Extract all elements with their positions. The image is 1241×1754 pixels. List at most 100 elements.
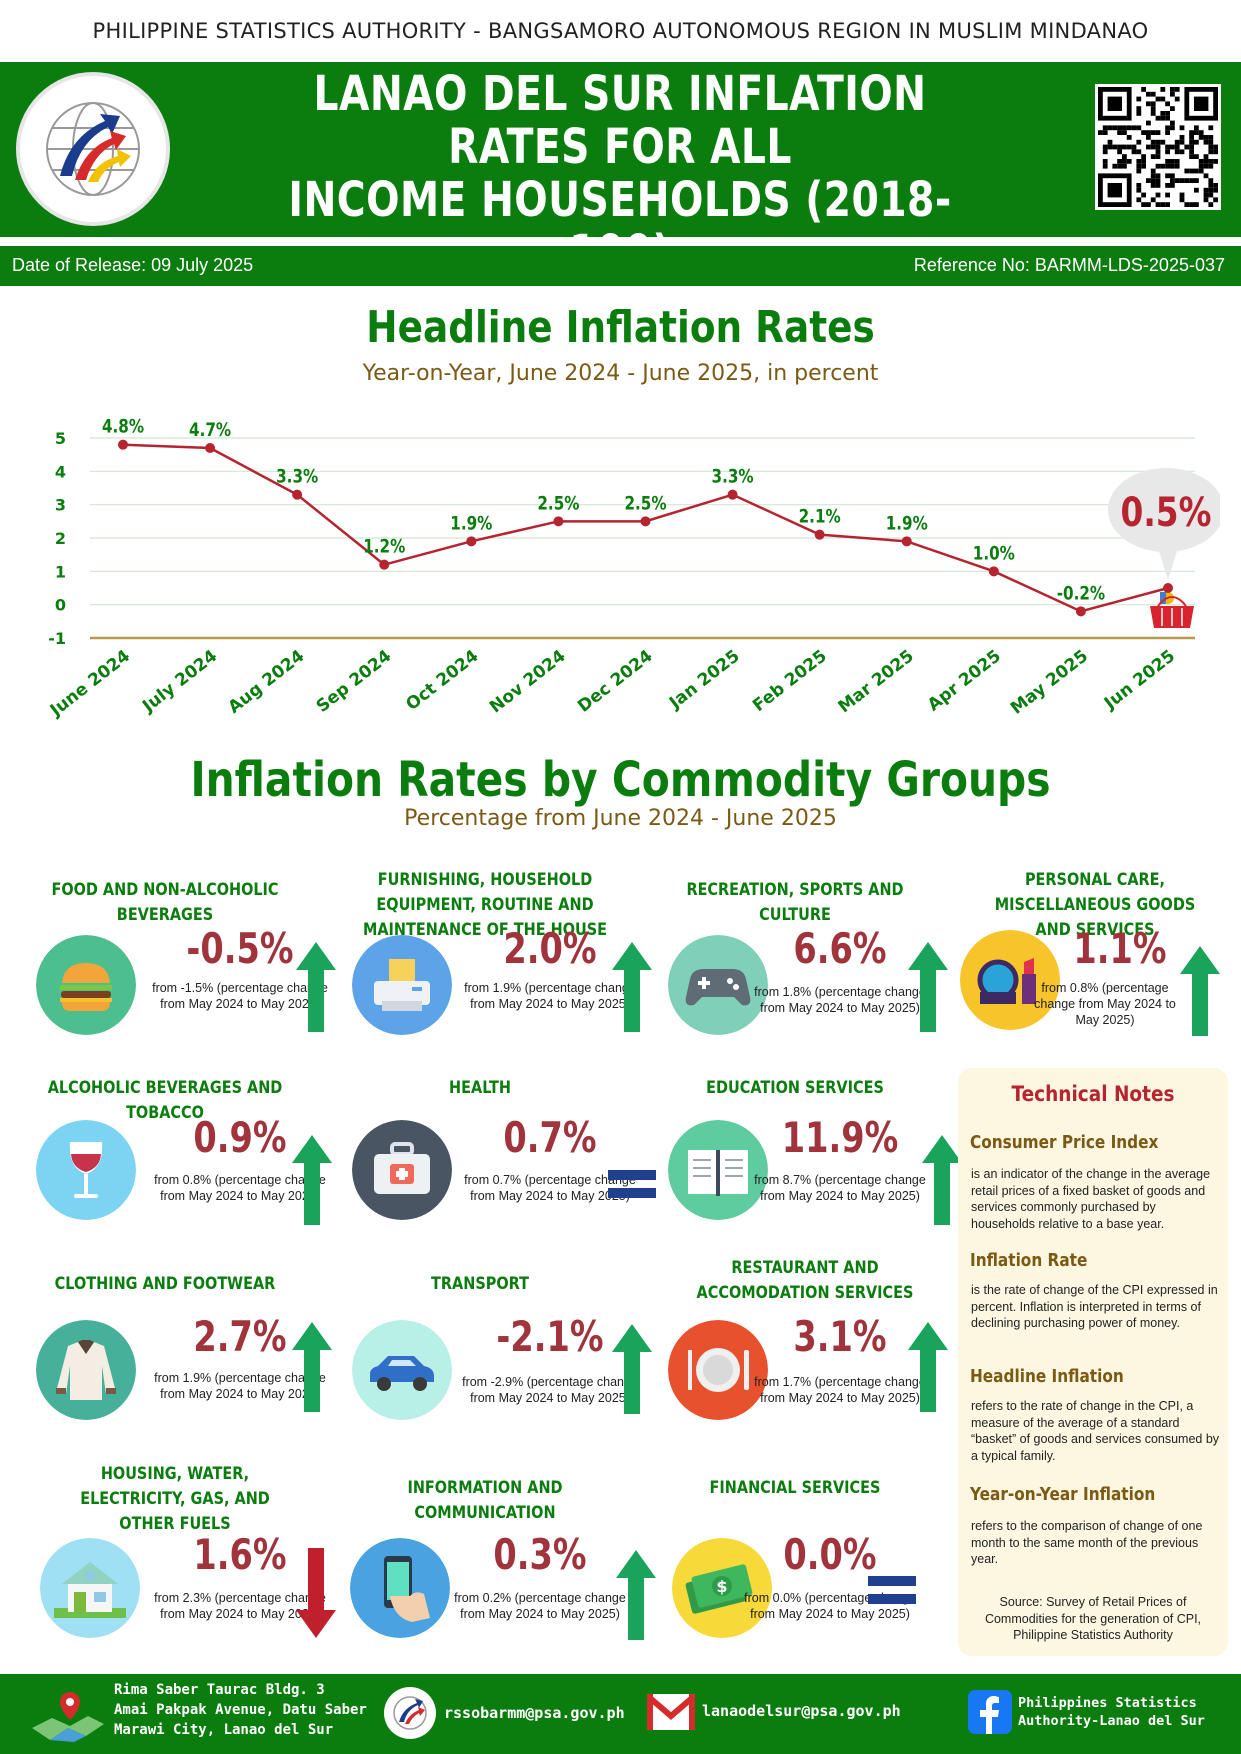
shopping-basket-icon bbox=[1150, 592, 1194, 628]
data-label: 2.1% bbox=[799, 506, 841, 528]
x-category-label: Jun 2025 bbox=[1100, 646, 1179, 714]
header-banner: LANAO DEL SUR INFLATION RATES FOR ALL IN… bbox=[0, 62, 1241, 333]
data-label: 1.0% bbox=[973, 543, 1015, 565]
data-label: 1.2% bbox=[363, 536, 405, 558]
highlight-label: 0.5% bbox=[1121, 489, 1212, 536]
jacket-icon bbox=[36, 1320, 136, 1420]
previous-rate-note: from 0.8% (percentage change from May 20… bbox=[1034, 981, 1176, 1027]
commodity-title: RECREATION, SPORTS AND CULTURE bbox=[686, 880, 904, 925]
gamepad-icon bbox=[668, 935, 768, 1035]
y-tick-label: 3 bbox=[55, 496, 66, 515]
definition-yoy-inflation: refers to the comparison of change of on… bbox=[971, 1519, 1203, 1566]
email-regional[interactable]: rssobarmm@psa.gov.ph bbox=[444, 1704, 625, 1722]
inflation-value: 1.1% bbox=[1073, 924, 1167, 973]
previous-rate-note: from 2.3% (percentage change from May 20… bbox=[154, 1591, 326, 1621]
data-point bbox=[640, 516, 651, 527]
previous-rate-note: from 0.8% (percentage change from May 20… bbox=[154, 1173, 326, 1203]
arrow-up-icon bbox=[1178, 944, 1222, 1038]
x-category-label: Aug 2024 bbox=[224, 646, 308, 718]
address-line-2: Amai Pakpak Avenue, Datu Saber bbox=[114, 1702, 367, 1718]
data-label: 2.5% bbox=[537, 493, 579, 515]
equal-sign-icon bbox=[606, 1140, 658, 1234]
commodity-title: ALCOHOLIC BEVERAGES AND TOBACCO bbox=[47, 1078, 283, 1123]
email-icon bbox=[647, 1694, 695, 1730]
inflation-value: -2.1% bbox=[496, 1312, 604, 1361]
previous-rate-note: from 1.8% (percentage change from May 20… bbox=[754, 985, 926, 1015]
title-line-1: LANAO DEL SUR INFLATION RATES FOR ALL bbox=[313, 66, 927, 175]
data-point bbox=[727, 489, 738, 500]
arrow-up-icon bbox=[610, 940, 654, 1034]
dinner-plate-icon bbox=[668, 1320, 768, 1420]
x-category-label: Feb 2025 bbox=[749, 646, 831, 716]
facebook-page[interactable]: Philippines Statistics Authority-Lanao d… bbox=[1018, 1694, 1205, 1730]
y-tick-label: 5 bbox=[55, 429, 66, 448]
page-title: LANAO DEL SUR INFLATION RATES FOR ALL IN… bbox=[267, 68, 972, 333]
data-label: -0.2% bbox=[1057, 583, 1105, 605]
data-label: 3.3% bbox=[276, 466, 318, 488]
commodity-title: INFORMATION AND COMMUNICATION bbox=[407, 1478, 563, 1523]
address-line-3: Marawi City, Lanao del Sur bbox=[114, 1722, 334, 1738]
arrow-up-icon bbox=[290, 1320, 334, 1414]
x-category-label: Apr 2025 bbox=[924, 646, 1005, 715]
facebook-icon bbox=[968, 1690, 1012, 1734]
x-category-label: Sep 2024 bbox=[313, 646, 396, 717]
data-point bbox=[814, 529, 825, 540]
inflation-value: 0.3% bbox=[493, 1530, 587, 1579]
definition-cpi: is an indicator of the change in the ave… bbox=[971, 1167, 1211, 1231]
data-point bbox=[553, 516, 564, 527]
x-category-label: Dec 2024 bbox=[574, 646, 657, 717]
agency-name-strip: PHILIPPINE STATISTICS AUTHORITY - BANGSA… bbox=[92, 19, 1149, 43]
qr-code-icon bbox=[1098, 87, 1218, 207]
commodity-title: Inflation Rates by Commodity Groups bbox=[190, 752, 1051, 808]
commodity-title: FOOD AND NON-ALCOHOLIC BEVERAGES bbox=[51, 880, 279, 925]
release-bar: Date of Release: 09 July 2025 Reference … bbox=[0, 246, 1241, 286]
data-point bbox=[1163, 583, 1173, 593]
psa-logo bbox=[16, 72, 170, 226]
previous-rate-note: from 1.7% (percentage change from May 20… bbox=[754, 1375, 926, 1405]
data-label: 1.9% bbox=[886, 513, 928, 535]
medical-kit-icon bbox=[352, 1120, 452, 1220]
arrow-up-icon bbox=[294, 940, 338, 1034]
term-yoy-inflation: Year-on-Year Inflation bbox=[970, 1484, 1156, 1505]
footer: Rima Saber Taurac Bldg. 3 Amai Pakpak Av… bbox=[0, 1674, 1241, 1754]
data-label: 2.5% bbox=[624, 493, 666, 515]
data-point bbox=[118, 439, 128, 450]
previous-rate-note: from 1.9% (percentage change from May 20… bbox=[464, 981, 636, 1011]
release-date: Date of Release: 09 July 2025 bbox=[12, 255, 254, 275]
inflation-value: -0.5% bbox=[186, 924, 294, 973]
previous-rate-note: from 0.2% (percentage change from May 20… bbox=[454, 1591, 626, 1621]
data-point bbox=[988, 566, 999, 577]
office-address: Rima Saber Taurac Bldg. 3 Amai Pakpak Av… bbox=[114, 1680, 367, 1740]
printer-icon bbox=[352, 935, 452, 1035]
headline-title: Headline Inflation Rates bbox=[366, 302, 875, 353]
technical-notes-panel: Technical Notes Consumer Price Index is … bbox=[958, 1068, 1228, 1656]
commodity-subtitle: Percentage from June 2024 - June 2025 bbox=[404, 806, 837, 831]
smartphone-icon bbox=[350, 1538, 450, 1638]
x-category-label: June 2024 bbox=[46, 646, 134, 721]
house-icon bbox=[40, 1538, 140, 1638]
highlight-bubble bbox=[1108, 468, 1224, 552]
y-tick-label: 4 bbox=[55, 462, 66, 481]
qr-code[interactable] bbox=[1095, 84, 1221, 210]
arrow-up-icon bbox=[290, 1133, 334, 1227]
burger-icon bbox=[36, 935, 136, 1035]
term-headline-inflation: Headline Inflation bbox=[970, 1366, 1124, 1387]
x-category-label: Nov 2024 bbox=[486, 646, 570, 717]
facebook-line-1: Philippines Statistics bbox=[1018, 1695, 1197, 1711]
commodity-title: CLOTHING AND FOOTWEAR bbox=[54, 1274, 276, 1294]
email-provincial[interactable]: lanaodelsur@psa.gov.ph bbox=[702, 1702, 901, 1720]
definition-headline-inflation: refers to the rate of change in the CPI,… bbox=[971, 1399, 1220, 1463]
commodity-title: HOUSING, WATER, ELECTRICITY, GAS, AND OT… bbox=[80, 1464, 270, 1534]
data-label: 1.9% bbox=[450, 513, 492, 535]
commodity-title: PERSONAL CARE, MISCELLANEOUS GOODS AND S… bbox=[994, 870, 1196, 940]
data-label: 4.8% bbox=[102, 416, 144, 438]
equal-sign-icon bbox=[866, 1546, 918, 1640]
arrow-down-icon bbox=[294, 1546, 338, 1640]
commodity-title: RESTAURANT AND ACCOMODATION SERVICES bbox=[696, 1258, 914, 1303]
commodity-title: HEALTH bbox=[449, 1078, 511, 1098]
data-point bbox=[292, 489, 303, 500]
previous-rate-note: from 0.7% (percentage change from May 20… bbox=[464, 1173, 636, 1203]
x-category-label: July 2024 bbox=[138, 646, 221, 717]
wine-glass-icon bbox=[36, 1120, 136, 1220]
highlight-bubble-pointer bbox=[1158, 548, 1178, 580]
